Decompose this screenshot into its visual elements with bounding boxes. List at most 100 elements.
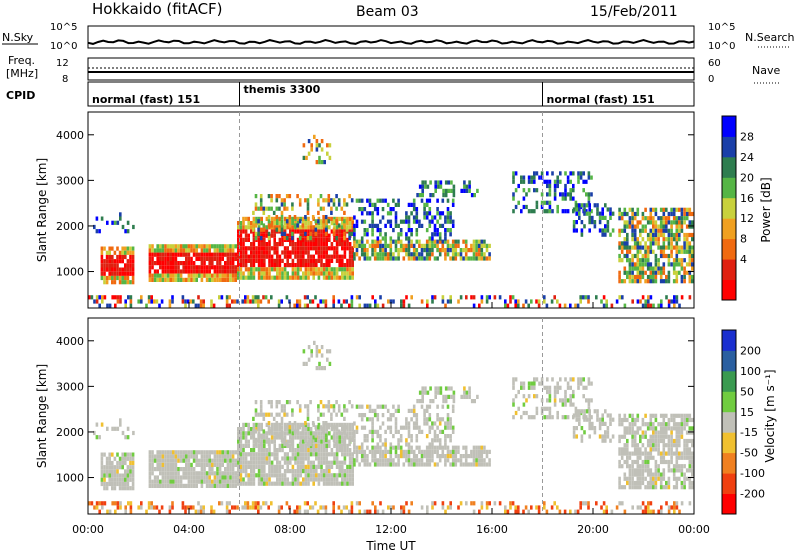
velocity-cell [286, 422, 289, 427]
velocity-cell [108, 469, 111, 474]
velocity-cell [302, 460, 305, 465]
velocity-cell [307, 439, 310, 444]
power-cell [174, 248, 178, 253]
velocity-cell [116, 477, 119, 482]
power-cell [221, 256, 224, 261]
power-cell [200, 252, 204, 257]
power-cell [306, 236, 310, 241]
power-cell [384, 248, 387, 253]
power-cell [166, 269, 170, 274]
velocity-cell [438, 445, 442, 450]
power-cell [685, 207, 689, 212]
velocity-cell [182, 475, 185, 480]
power-cell [296, 271, 300, 276]
power-cell [322, 275, 326, 280]
power-cell [166, 265, 170, 270]
power-cell [441, 211, 445, 216]
power-cell [678, 258, 681, 263]
power-cell [583, 203, 586, 208]
power-cell [242, 250, 245, 255]
power-cell [639, 232, 642, 238]
velocity-cell [680, 485, 684, 490]
velocity-cell [192, 483, 196, 488]
power-cell [276, 225, 279, 230]
velocity-cell [465, 501, 468, 506]
velocity-cell [631, 417, 634, 423]
velocity-cell [350, 437, 354, 442]
power-cell [623, 245, 627, 250]
power-cell [688, 249, 692, 254]
velocity-cell [100, 469, 104, 474]
power-cell [441, 248, 445, 253]
power-cell [675, 279, 679, 284]
velocity-cell [151, 483, 154, 488]
velocity-cell [148, 471, 152, 476]
velocity-cell [546, 398, 549, 403]
power-cell [343, 254, 347, 259]
velocity-cell [457, 449, 460, 454]
velocity-cell [114, 509, 117, 514]
velocity-cell [200, 471, 204, 476]
colorbar-swatch [722, 411, 736, 433]
velocity-cell [535, 406, 539, 411]
velocity-cell [399, 425, 403, 430]
velocity-cell [415, 425, 419, 430]
velocity-cell [218, 467, 222, 472]
velocity-cell [260, 452, 263, 457]
power-cell [233, 299, 237, 304]
velocity-cell [296, 429, 299, 434]
power-cell [341, 267, 344, 272]
power-cell [488, 256, 491, 261]
velocity-cell [436, 434, 439, 439]
velocity-cell [381, 454, 385, 459]
velocity-cell [636, 480, 640, 486]
power-cell [691, 266, 694, 271]
velocity-cell [291, 431, 295, 436]
power-cell [667, 211, 671, 217]
power-cell [250, 246, 253, 251]
velocity-cell [407, 442, 411, 447]
power-cell [95, 295, 99, 300]
power-cell [208, 256, 211, 261]
power-cell [343, 202, 346, 207]
power-cell [103, 295, 107, 300]
velocity-cell [330, 448, 334, 453]
power-cell [620, 245, 624, 250]
velocity-cell [415, 445, 419, 450]
velocity-cell [543, 406, 546, 411]
velocity-cell [548, 398, 552, 403]
velocity-cell [242, 422, 245, 427]
velocity-cell [156, 483, 159, 488]
power-cell [200, 277, 204, 282]
power-cell [460, 188, 463, 193]
power-cell [113, 259, 117, 264]
velocity-cell [337, 429, 341, 434]
velocity-cell [126, 469, 130, 474]
power-cell [451, 202, 455, 207]
velocity-cell [654, 464, 658, 469]
power-cell [683, 220, 686, 225]
power-cell [397, 236, 400, 241]
freq-unit: [MHz] [6, 67, 38, 80]
velocity-cell [304, 431, 308, 436]
power-cell [641, 245, 645, 250]
velocity-cell [335, 452, 339, 457]
power-cell [101, 295, 104, 300]
velocity-cell [250, 460, 253, 465]
power-cell [418, 184, 422, 189]
power-cell [126, 280, 130, 285]
velocity-cell [399, 449, 403, 454]
velocity-cell [511, 501, 515, 506]
velocity-cell [257, 464, 261, 469]
power-cell [665, 295, 668, 300]
velocity-cell [247, 464, 250, 469]
velocity-cell [683, 472, 686, 477]
power-cell [255, 221, 258, 226]
power-cell [195, 269, 198, 274]
power-cell [431, 252, 434, 257]
velocity-cell [296, 460, 300, 465]
power-cell [670, 299, 673, 304]
power-cell [465, 184, 469, 189]
power-cell [273, 237, 276, 242]
power-cell [644, 216, 647, 221]
